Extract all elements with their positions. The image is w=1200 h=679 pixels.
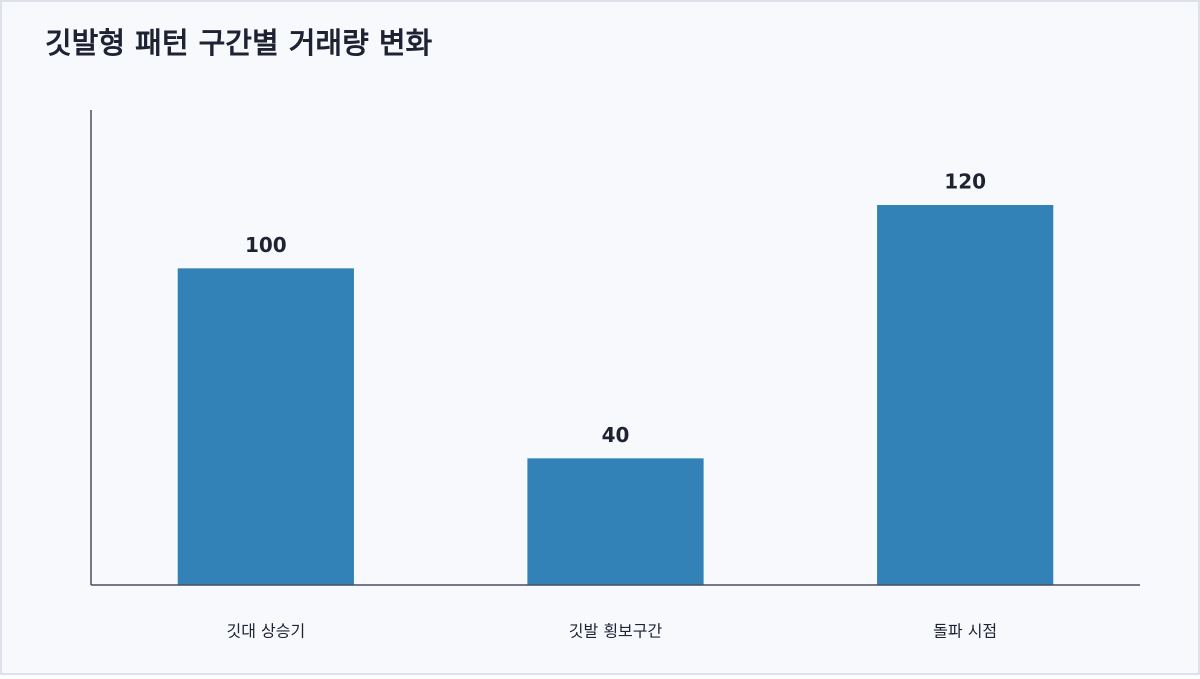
bar bbox=[877, 205, 1054, 585]
x-tick-label: 깃대 상승기 bbox=[226, 622, 305, 641]
bar bbox=[527, 458, 704, 585]
bar bbox=[177, 268, 354, 585]
x-tick-label: 깃발 횡보구간 bbox=[569, 622, 663, 641]
value-label: 100 bbox=[245, 233, 287, 257]
chart-title: 깃발형 패턴 구간별 거래량 변화 bbox=[45, 26, 433, 60]
value-label: 40 bbox=[602, 423, 630, 447]
x-tick-label: 돌파 시점 bbox=[933, 622, 997, 641]
value-label: 120 bbox=[944, 170, 986, 194]
